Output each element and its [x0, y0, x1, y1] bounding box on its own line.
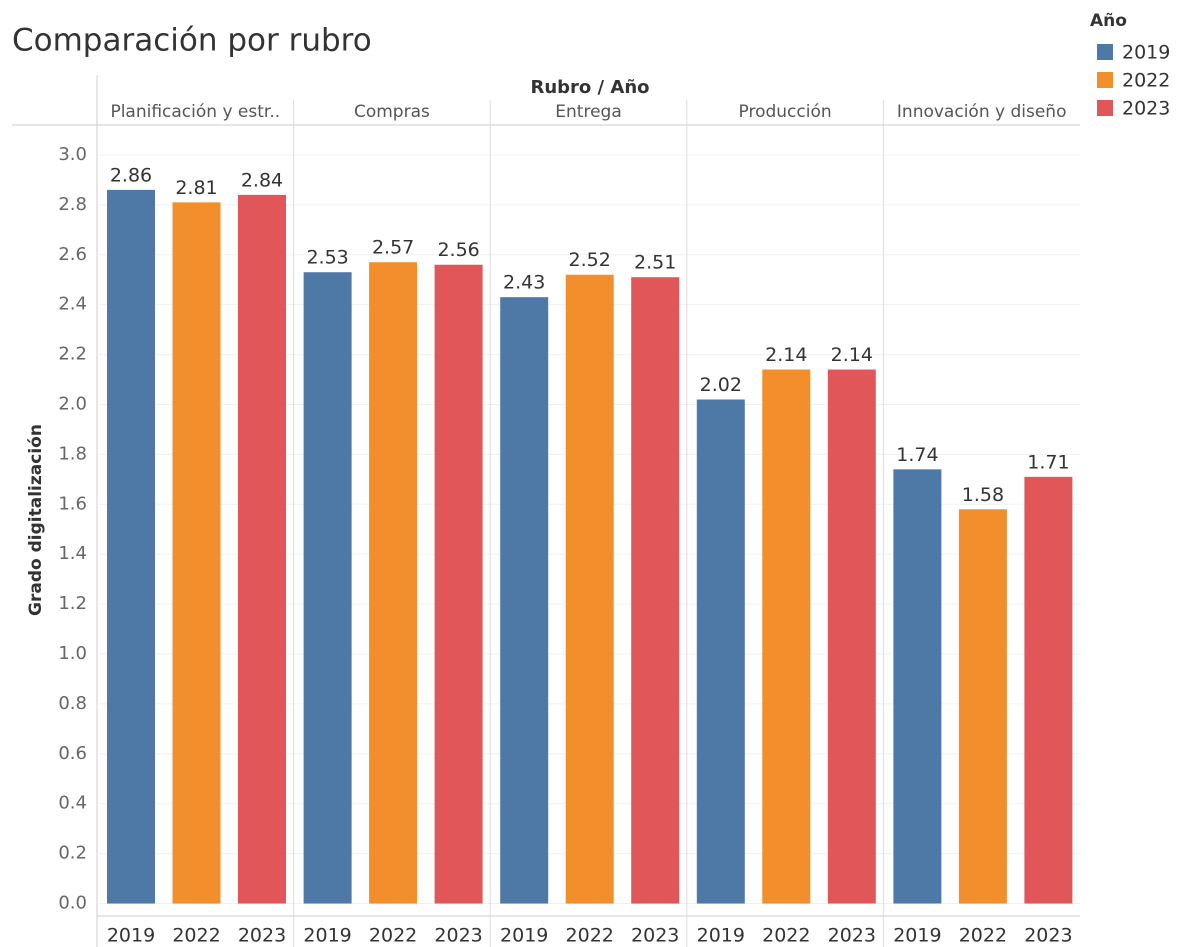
value-label: 1.58 — [962, 484, 1004, 506]
y-tick-label: 0.8 — [58, 693, 87, 714]
column-header: Rubro / Año — [530, 77, 649, 98]
bar — [762, 369, 811, 904]
x-tick-label: 2023 — [631, 925, 679, 947]
bar — [565, 274, 614, 904]
value-label: 2.57 — [372, 237, 414, 259]
x-tick-label: 2019 — [893, 925, 941, 947]
value-label: 2.14 — [831, 344, 873, 366]
x-tick-label: 2019 — [303, 925, 351, 947]
value-label: 2.84 — [241, 169, 283, 191]
y-tick-label: 0.0 — [58, 893, 87, 914]
x-tick-label: 2023 — [1024, 925, 1072, 947]
value-label: 2.51 — [634, 252, 676, 274]
bar — [500, 297, 549, 904]
x-tick-label: 2022 — [172, 925, 220, 947]
bar — [434, 264, 483, 904]
value-label: 2.53 — [306, 247, 348, 269]
legend-label: 2023 — [1122, 98, 1170, 120]
x-tick-label: 2023 — [828, 925, 876, 947]
legend-title: Año — [1090, 11, 1127, 31]
x-tick-label: 2023 — [238, 925, 286, 947]
value-label: 2.86 — [110, 164, 152, 186]
value-label: 2.81 — [175, 177, 217, 199]
x-tick-label: 2019 — [697, 925, 745, 947]
y-tick-label: 1.2 — [58, 593, 87, 614]
y-tick-label: 0.6 — [58, 743, 87, 764]
legend-swatch — [1097, 44, 1113, 60]
value-label: 2.56 — [437, 239, 479, 261]
bar — [827, 369, 876, 904]
panel-label: Planificación y estr.. — [110, 102, 280, 122]
value-label: 2.02 — [700, 374, 742, 396]
y-axis-label: Grado digitalización — [26, 424, 46, 616]
x-tick-label: 2022 — [959, 925, 1007, 947]
legend-swatch — [1097, 100, 1113, 116]
panel-label: Compras — [354, 102, 430, 122]
y-tick-label: 2.2 — [58, 344, 87, 365]
panel-label: Innovación y diseño — [897, 102, 1067, 122]
y-tick-label: 2.4 — [58, 294, 87, 315]
bar — [696, 399, 745, 904]
y-tick-label: 3.0 — [58, 144, 87, 165]
bar — [893, 469, 942, 904]
bar — [172, 202, 221, 904]
x-tick-label: 2022 — [762, 925, 810, 947]
bar — [107, 189, 155, 904]
y-tick-label: 2.8 — [58, 194, 87, 215]
y-tick-label: 2.6 — [58, 244, 87, 265]
x-tick-label: 2023 — [434, 925, 482, 947]
legend-swatch — [1097, 72, 1113, 88]
bar — [1024, 476, 1073, 904]
panel-label: Entrega — [555, 102, 621, 122]
bar — [369, 262, 418, 904]
y-tick-label: 1.4 — [58, 543, 87, 564]
x-tick-label: 2019 — [107, 925, 155, 947]
bar — [958, 509, 1007, 904]
y-tick-label: 1.8 — [58, 443, 87, 464]
value-label: 2.52 — [569, 249, 611, 271]
x-tick-label: 2022 — [369, 925, 417, 947]
bar — [238, 194, 286, 904]
bar — [631, 277, 680, 904]
y-tick-label: 1.6 — [58, 493, 87, 514]
y-tick-label: 1.0 — [58, 643, 87, 664]
legend-label: 2019 — [1122, 42, 1170, 64]
value-label: 1.71 — [1027, 451, 1069, 473]
y-tick-label: 0.2 — [58, 843, 87, 864]
legend-label: 2022 — [1122, 70, 1170, 92]
value-label: 1.74 — [896, 444, 938, 466]
x-tick-label: 2022 — [566, 925, 614, 947]
y-tick-label: 2.0 — [58, 393, 87, 414]
bar — [303, 272, 352, 904]
chart-title: Comparación por rubro — [12, 23, 372, 59]
y-tick-label: 0.4 — [58, 793, 87, 814]
value-label: 2.14 — [765, 344, 807, 366]
panel-label: Producción — [739, 102, 832, 122]
x-tick-label: 2019 — [500, 925, 548, 947]
value-label: 2.43 — [503, 272, 545, 294]
